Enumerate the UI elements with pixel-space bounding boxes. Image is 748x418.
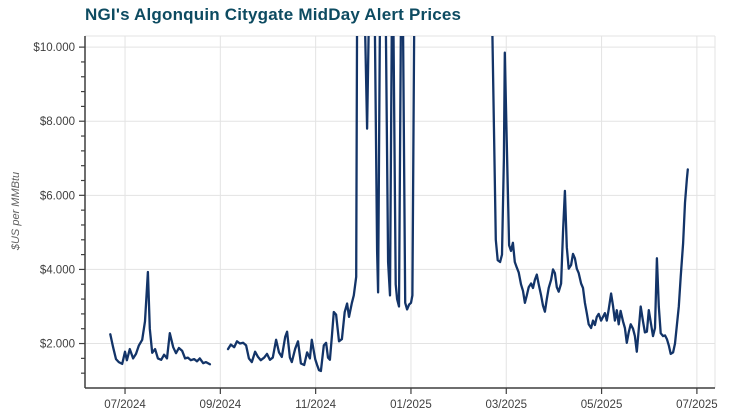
x-tick-label: 07/2025 [676,399,718,411]
x-tick-label: 11/2024 [295,399,336,411]
x-tick-label: 09/2024 [200,399,242,411]
x-tick-label: 03/2025 [485,399,527,411]
price-series-line [226,36,689,373]
x-tick-label: 07/2024 [104,399,146,411]
chart-title: NGI's Algonquin Citygate MidDay Alert Pr… [85,5,462,24]
y-tick-label: $10.000 [33,42,75,54]
y-tick-label: $4.000 [40,264,75,276]
x-tick-label: 01/2025 [390,399,432,411]
y-tick-label: $2.000 [40,339,75,351]
x-tick-label: 05/2025 [581,399,623,411]
y-tick-label: $6.000 [40,190,75,202]
price-series-line [109,270,212,366]
y-tick-label: $8.000 [40,116,75,128]
